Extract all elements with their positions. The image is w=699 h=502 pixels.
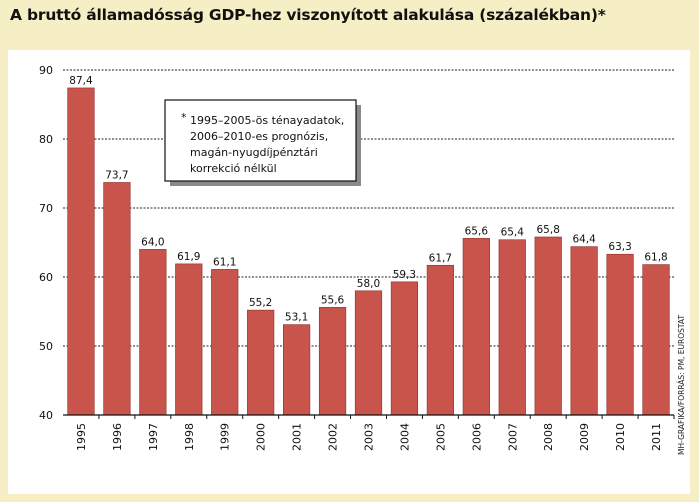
bar-2001 (283, 324, 311, 416)
chart-title: A bruttó államadósság GDP-hez viszonyíto… (10, 6, 606, 24)
value-label-2006: 65,6 (465, 225, 489, 237)
bar-2000 (247, 309, 275, 416)
bar-layer (67, 87, 670, 416)
x-tick-label-2000: 2000 (255, 423, 268, 451)
value-label-2002: 55,6 (321, 294, 345, 306)
note-box: * 1995–2005-ös ténayadatok, 2006–2010-es… (164, 99, 361, 186)
note-box-frame (164, 99, 357, 182)
bar-2006 (462, 238, 490, 416)
note-line-2: 2006–2010-es prognózis, (190, 130, 328, 143)
source-credit: MH-GRAFIKA/FORRÁS: PM, EUROSTAT (677, 315, 686, 455)
value-label-1996: 73,7 (105, 169, 128, 181)
x-tick-label-1998: 1998 (183, 423, 196, 451)
bar-2009 (570, 246, 598, 416)
x-tick-label-2008: 2008 (542, 423, 555, 451)
bar-1996 (103, 182, 131, 416)
bar-1995 (67, 87, 95, 416)
bar-2004 (390, 281, 419, 416)
value-label-2010: 63,3 (608, 241, 631, 253)
x-tick-label-2010: 2010 (614, 423, 627, 451)
value-label-2011: 61,8 (644, 252, 667, 264)
value-label-2001: 53,1 (285, 312, 308, 324)
x-tick-label-2001: 2001 (291, 423, 304, 451)
y-tick-label-60: 60 (39, 271, 53, 284)
x-tick-label-2004: 2004 (398, 423, 411, 451)
note-line-4: korrekció nélkül (190, 162, 277, 175)
bar-2008 (534, 236, 562, 416)
x-tick-label-1999: 1999 (219, 423, 232, 451)
value-label-1997: 64,0 (141, 236, 164, 248)
bar-2003 (354, 290, 383, 416)
y-tick-label-80: 80 (39, 133, 53, 146)
note-line-1: 1995–2005-ös ténayadatok, (190, 114, 344, 127)
note-marker: * (181, 111, 187, 124)
value-label-1995: 87,4 (69, 75, 93, 87)
label-layer: 87,4 73,7 64,0 61,9 61,1 55,2 53,1 55,6 58,0 59,3… (69, 75, 667, 324)
value-label-2003: 58,0 (357, 278, 380, 290)
y-tick-label-40: 40 (39, 409, 53, 422)
x-tick-label-2009: 2009 (578, 423, 591, 451)
x-tick-label-2007: 2007 (506, 423, 519, 451)
value-label-1998: 61,9 (177, 251, 200, 263)
value-label-2004: 59,3 (393, 269, 416, 281)
bar-2011 (642, 264, 670, 416)
x-tick-label-2005: 2005 (434, 423, 447, 451)
bar-2005 (426, 264, 454, 416)
y-tick-label-50: 50 (39, 340, 53, 353)
x-tick-label-1996: 1996 (111, 423, 124, 451)
value-label-2009: 64,4 (572, 234, 596, 246)
x-tick-label-2003: 2003 (363, 423, 376, 451)
value-label-1999: 61,1 (213, 256, 236, 268)
y-tick-label-90: 90 (39, 64, 53, 77)
value-label-2008: 65,8 (537, 224, 560, 236)
x-tick-label-2002: 2002 (327, 423, 340, 451)
bar-1997 (139, 249, 167, 416)
x-tick-label-1997: 1997 (147, 423, 160, 451)
bar-2007 (498, 239, 526, 416)
y-tick-label-70: 70 (39, 202, 53, 215)
bar-1998 (175, 263, 203, 416)
value-label-2007: 65,4 (501, 227, 525, 239)
bar-2002 (318, 307, 347, 416)
bar-1999 (211, 269, 239, 416)
bar-2010 (606, 253, 634, 416)
value-label-2005: 61,7 (429, 252, 452, 264)
x-tick-label-2011: 2011 (650, 423, 663, 451)
x-tick-label-2006: 2006 (470, 423, 483, 451)
x-tick-label-1995: 1995 (75, 423, 88, 451)
value-label-2000: 55,2 (249, 297, 272, 309)
axis-layer: 40 50 60 70 80 90 1995 1996 1997 1998 1999 2000 2001… (39, 64, 675, 451)
note-line-3: magán-nyugdíjpénztári (190, 146, 318, 159)
